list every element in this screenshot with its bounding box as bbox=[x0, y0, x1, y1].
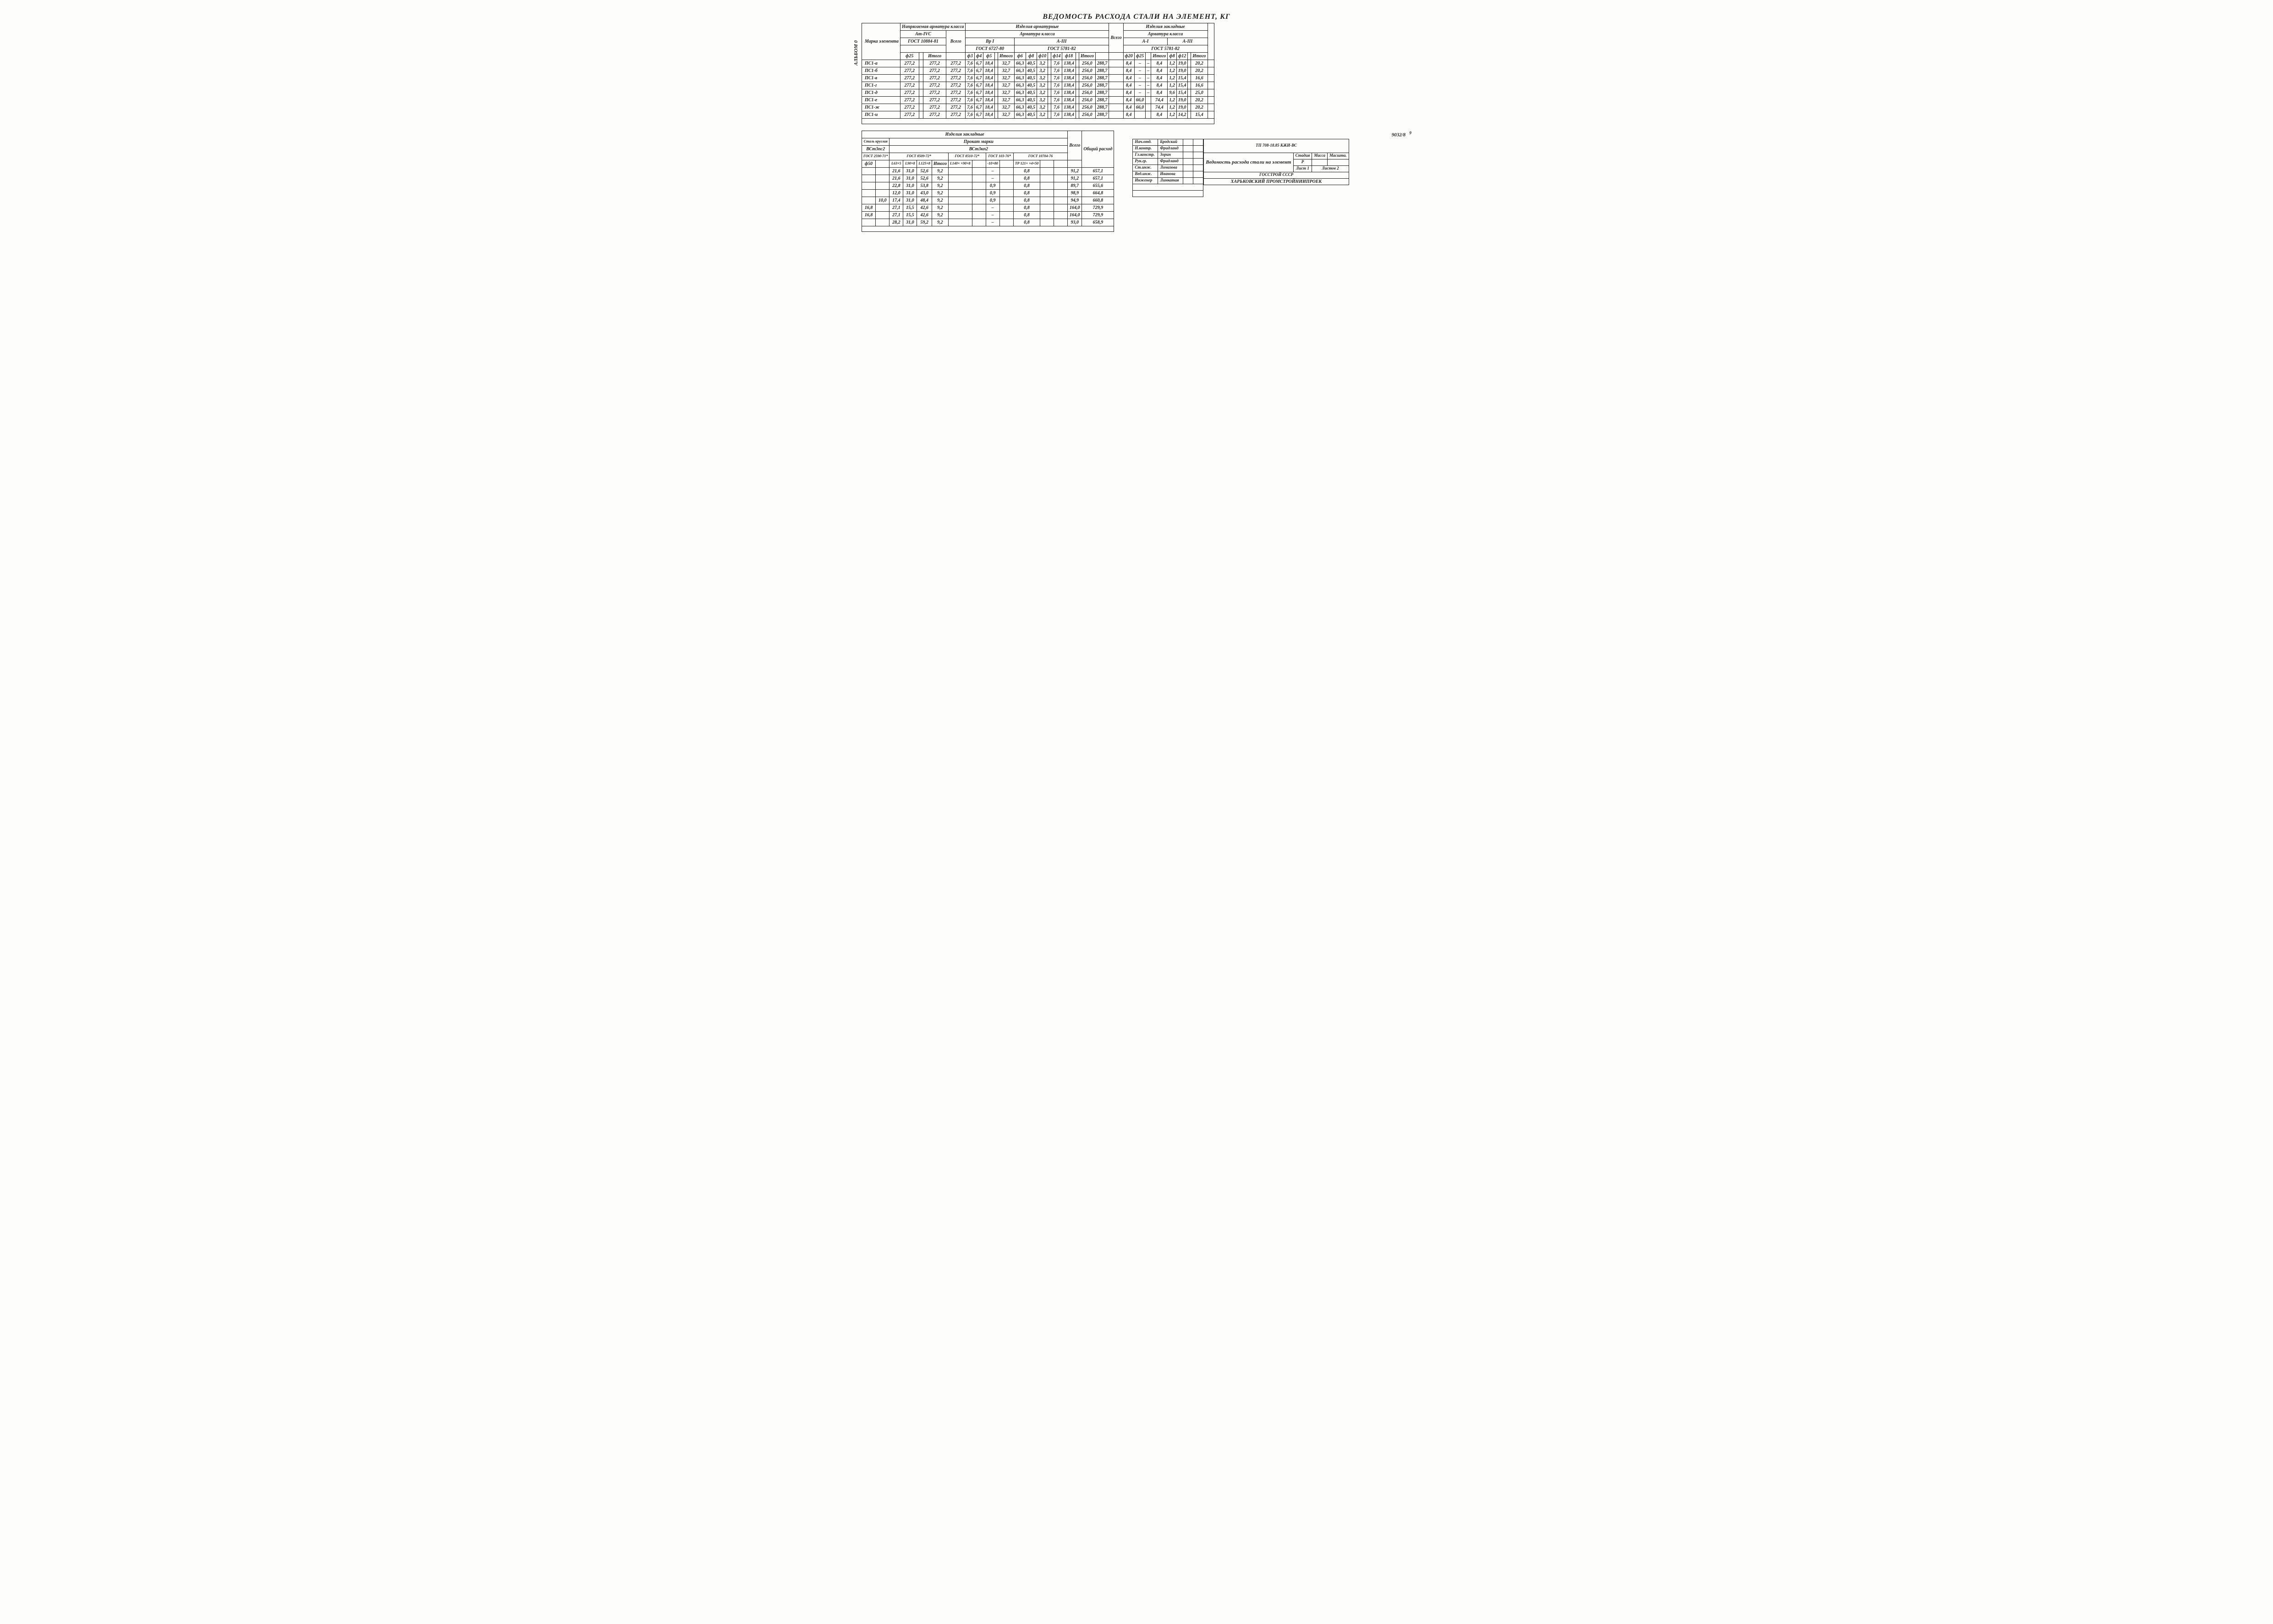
listov: Листов 2 bbox=[1312, 165, 1349, 172]
hdr-d18: ф18 bbox=[1062, 53, 1076, 60]
hdr-at: Ат-IVС bbox=[900, 31, 946, 38]
hdr-d4: ф4 bbox=[974, 53, 983, 60]
table-row: 10,017,431,048,49,20,90,894,9660,8 bbox=[862, 197, 1114, 204]
table-row: ПС1-в277,2277,2277,27,66,718,432,766,340… bbox=[862, 75, 1214, 82]
hdr-vsego1: Всего bbox=[946, 31, 966, 53]
hdr-d6: ф6 bbox=[1015, 53, 1026, 60]
hdr-stadiya: Стадия bbox=[1293, 153, 1312, 159]
signatures-table: Нач.отд.БродскийН.контр.ФридландГл.конст… bbox=[1132, 139, 1203, 197]
table-row: 16,827,115,542,69,2–0,8164,0729,9 bbox=[862, 204, 1114, 212]
project-info-table: ТП 708-18.85 КЖИ-ВС Ведомость расхода ст… bbox=[1203, 139, 1349, 185]
sec-vsego: Всего bbox=[1068, 131, 1082, 160]
sec-d50: ф50 bbox=[862, 160, 876, 168]
col-mark: Марка элемента bbox=[862, 23, 900, 60]
hdr-gost-at: ГОСТ 10884-81 bbox=[900, 38, 946, 45]
hdr-d20: ф20 bbox=[1123, 53, 1134, 60]
page-code: 9032/8 bbox=[1392, 132, 1406, 138]
table-row: ПС1-ж277,2277,2277,27,66,718,432,766,340… bbox=[862, 104, 1214, 111]
sec-tr: ТР 121× ×4×50 bbox=[1013, 160, 1040, 168]
hdr-gost5781a: ГОСТ 5781-82 bbox=[1015, 45, 1109, 53]
sheet-title: Ведомость расхода стали на элемент, кг bbox=[862, 13, 1411, 21]
sec-g2590: ГОСТ 2590-71* bbox=[862, 153, 889, 160]
hdr-mashtab: Масшта. bbox=[1327, 153, 1349, 159]
hdr-d25: ф25 bbox=[900, 53, 919, 60]
table-row: ПС1-д277,2277,2277,27,66,718,432,766,340… bbox=[862, 89, 1214, 97]
hdr-gost-vr: ГОСТ 6727-80 bbox=[966, 45, 1015, 53]
hdr-d5: ф5 bbox=[983, 53, 995, 60]
sec-g103: ГОСТ 103-76* bbox=[986, 153, 1013, 160]
sec-g8509: ГОСТ 8509-72* bbox=[889, 153, 949, 160]
project-code: ТП 708-18.85 КЖИ-ВС bbox=[1204, 139, 1349, 153]
table-row: 21,631,052,69,2–0,891,2657,1 bbox=[862, 168, 1114, 175]
album-label: Альбом 0 bbox=[853, 40, 859, 66]
hdr-d25b: ф25 bbox=[1134, 53, 1146, 60]
table-row: ПС1-б277,2277,2277,27,66,718,432,766,340… bbox=[862, 67, 1214, 75]
hdr-d10: ф10 bbox=[1037, 53, 1048, 60]
sec-vst3kp2: ВСт3кп2 bbox=[889, 146, 1068, 153]
sheet-desc: Ведомость расхода стали на элемент bbox=[1204, 153, 1293, 172]
drawing-sheet: Альбом 0 Ведомость расхода стали на элем… bbox=[862, 13, 1411, 232]
hdr-napryag: Напрягаемая арматура класса bbox=[900, 23, 965, 31]
table-row: 21,631,052,69,2–0,891,2657,1 bbox=[862, 175, 1114, 182]
hdr-itogo5: Итого bbox=[1191, 53, 1208, 60]
sec-l140: L140× ×90×8 bbox=[948, 160, 972, 168]
hdr-itogo4: Итого bbox=[1151, 53, 1168, 60]
signature-row: Рук.гр.Фридланд bbox=[1133, 158, 1203, 165]
hdr-a3: А-III bbox=[1015, 38, 1109, 45]
hdr-izd-zakl: Изделия закладные bbox=[1123, 23, 1208, 31]
hdr-a3b: А-III bbox=[1168, 38, 1208, 45]
table-row: ПС1-г277,2277,2277,27,66,718,432,766,340… bbox=[862, 82, 1214, 89]
org1: ГОССТРОЙ СССР bbox=[1204, 172, 1349, 178]
table-row: ПС1-и277,2277,2277,27,66,718,432,766,340… bbox=[862, 111, 1214, 119]
sec-izd-zakl: Изделия закладные bbox=[862, 131, 1068, 138]
hdr-d12: ф12 bbox=[1176, 53, 1188, 60]
signature-row: Вед.инж.Иванова bbox=[1133, 171, 1203, 177]
sec-obshch: Общий расход bbox=[1082, 131, 1114, 168]
table-row: ПС1-е277,2277,2277,27,66,718,432,766,340… bbox=[862, 97, 1214, 104]
list: Лист 1 bbox=[1293, 165, 1312, 172]
hdr-d8: ф8 bbox=[1026, 53, 1037, 60]
sec-l63: L63×5 bbox=[889, 160, 903, 168]
hdr-armklass2: Арматура класса bbox=[1123, 31, 1208, 38]
hdr-gost5781b: ГОСТ 5781-82 bbox=[1123, 45, 1208, 53]
signature-row: Гл.констр.Зорин bbox=[1133, 152, 1203, 158]
hdr-itogo1: Итого bbox=[923, 53, 946, 60]
hdr-d3: ф3 bbox=[966, 53, 975, 60]
sec-l125: L125×8 bbox=[917, 160, 932, 168]
table-row: 28,231,059,29,2–0,893,0658,9 bbox=[862, 219, 1114, 226]
hdr-d8b: ф8 bbox=[1168, 53, 1177, 60]
sec-prokat: Прокат марки bbox=[889, 138, 1068, 146]
hdr-izd-arm: Изделия арматурные bbox=[966, 23, 1109, 31]
hdr-a1: А-I bbox=[1123, 38, 1168, 45]
hdr-vr: Вр I bbox=[966, 38, 1015, 45]
hdr-massa: Масса bbox=[1312, 153, 1328, 159]
signature-row: Нач.отд.Бродский bbox=[1133, 139, 1203, 145]
table-row: 12,031,043,09,20,90,898,9664,8 bbox=[862, 190, 1114, 197]
table-row: 16,827,115,542,69,2–0,8164,0729,9 bbox=[862, 212, 1114, 219]
hdr-vsego2: Всего bbox=[1109, 23, 1123, 53]
sec-m10x80: -10×80 bbox=[986, 160, 999, 168]
sec-l90: L90×8 bbox=[903, 160, 917, 168]
steel-consumption-secondary-table: Изделия закладные Всего Общий расход Ста… bbox=[862, 131, 1114, 232]
hdr-d14: ф14 bbox=[1051, 53, 1062, 60]
signature-row: ИнженерЛинкатая bbox=[1133, 177, 1203, 184]
signature-row: Ст.инж.Ломазова bbox=[1133, 165, 1203, 171]
hdr-armklass1: Арматура класса bbox=[966, 31, 1109, 38]
table-row: 22,831,053,89,20,90,889,7655,6 bbox=[862, 182, 1114, 190]
title-block: Нач.отд.БродскийН.контр.ФридландГл.конст… bbox=[1132, 139, 1411, 197]
sec-g10704: ГОСТ 10704-76 bbox=[1013, 153, 1067, 160]
sec-itogo: Итого bbox=[932, 160, 948, 168]
page-num: 9 bbox=[1409, 131, 1411, 135]
sec-g8510: ГОСТ 8510-72* bbox=[948, 153, 986, 160]
signature-row: Н.контр.Фридланд bbox=[1133, 145, 1203, 152]
hdr-itogo3: Итого bbox=[1079, 53, 1095, 60]
hdr-itogo2: Итого bbox=[998, 53, 1014, 60]
table-row: ПС1-а277,2277,2277,27,66,718,432,766,340… bbox=[862, 60, 1214, 67]
sec-vst3ps2: ВСт3пс2 bbox=[862, 146, 889, 153]
val-stadiya: Р bbox=[1293, 159, 1312, 165]
org2: ХАРЬКОВСКИЙ ПРОМСТРОЙНИИПРОЕК bbox=[1204, 178, 1349, 185]
page-code-wrap: 9032/8 9 bbox=[1132, 131, 1411, 138]
sec-stalkr: Сталь круглая bbox=[862, 138, 889, 146]
steel-consumption-main-table: Марка элемента Напрягаемая арматура клас… bbox=[862, 23, 1214, 124]
